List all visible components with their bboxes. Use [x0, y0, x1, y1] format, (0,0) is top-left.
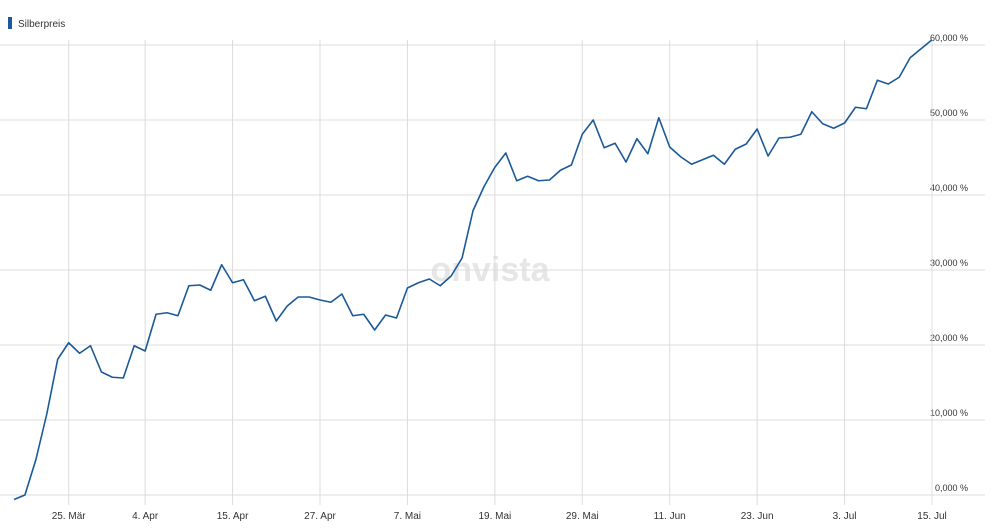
legend-marker — [8, 17, 12, 29]
x-tick-label: 3. Jul — [833, 511, 857, 522]
x-tick-label: 7. Mai — [394, 511, 421, 522]
x-tick-label: 29. Mai — [566, 511, 599, 522]
y-tick-label: 20,000 % — [930, 333, 968, 343]
series-line — [13, 39, 933, 501]
y-tick-label: 40,000 % — [930, 183, 968, 193]
y-tick-label: 10,000 % — [930, 408, 968, 418]
y-tick-label: 30,000 % — [930, 258, 968, 268]
y-tick-label: 60,000 % — [930, 33, 968, 43]
legend-label: Silberpreis — [18, 19, 65, 30]
x-tick-label: 27. Apr — [304, 511, 336, 522]
y-tick-label: 50,000 % — [930, 108, 968, 118]
x-tick-label: 11. Jun — [654, 511, 686, 522]
x-tick-label: 19. Mai — [478, 511, 511, 522]
x-tick-label: 23. Jun — [741, 511, 774, 522]
x-tick-label: 15. Jul — [917, 511, 946, 522]
x-tick-label: 25. Mär — [52, 511, 87, 522]
x-tick-label: 4. Apr — [132, 511, 159, 522]
y-tick-label: 0,000 % — [935, 483, 968, 493]
x-tick-label: 15. Apr — [217, 511, 249, 522]
